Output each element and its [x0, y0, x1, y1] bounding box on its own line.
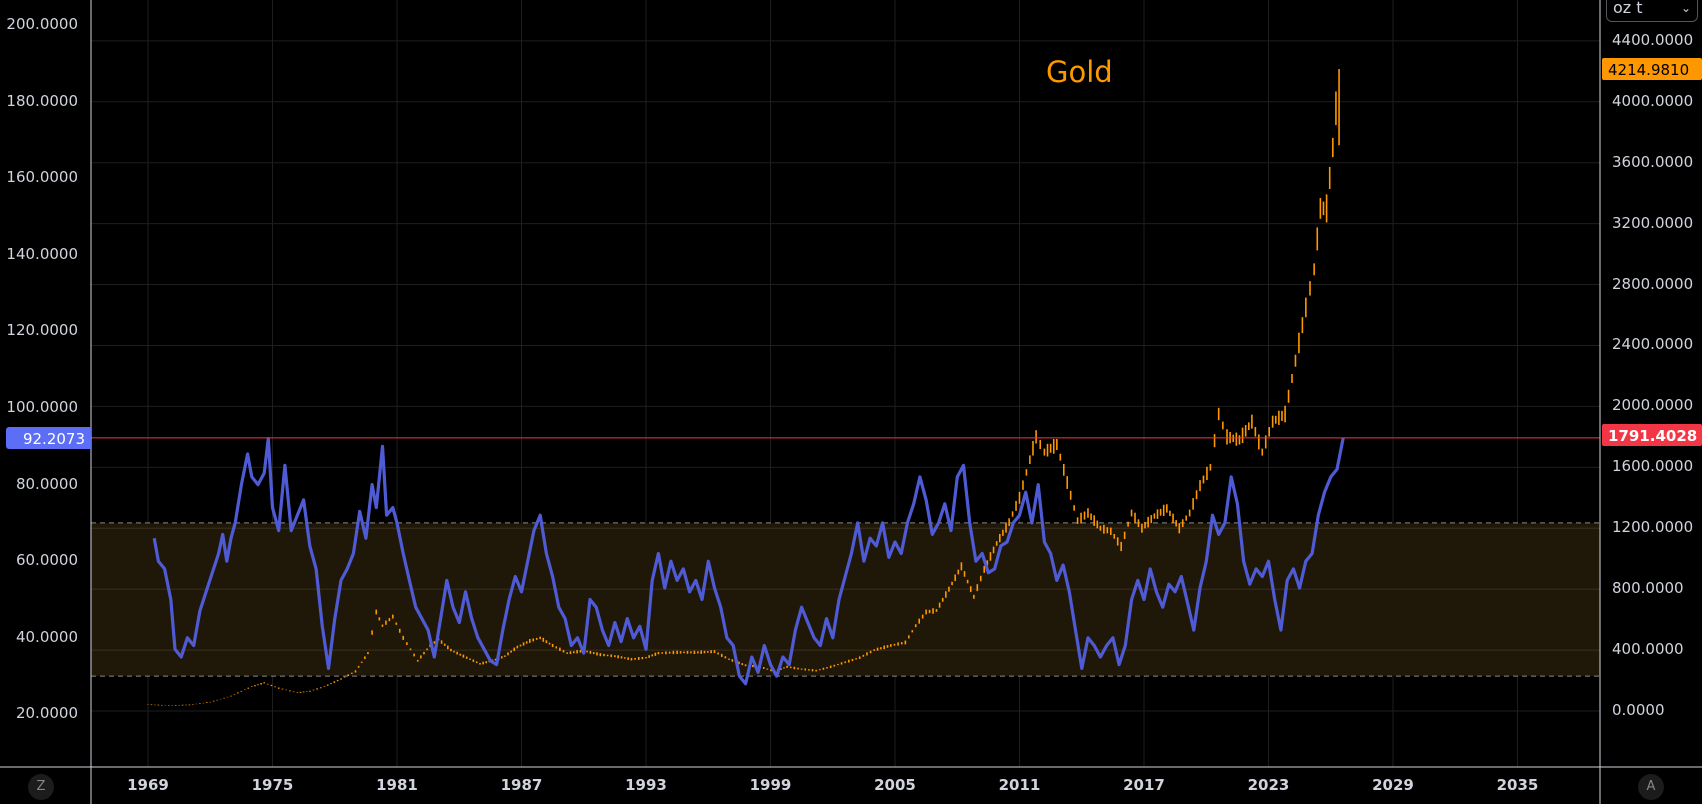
- right-axis-tick: 1600.0000: [1612, 457, 1694, 476]
- left-axis-tick: 120.0000: [6, 321, 78, 340]
- left-axis-tick: 160.0000: [6, 168, 78, 187]
- left-axis-tick: 200.0000: [6, 15, 78, 33]
- left-axis-tick: 100.0000: [6, 398, 78, 416]
- right-axis-tick: 2800.0000: [1612, 274, 1694, 293]
- left-axis-tick: 40.0000: [15, 627, 78, 646]
- right-axis-tick: 800.0000: [1612, 579, 1684, 598]
- time-axis-tick: 1999: [749, 776, 792, 794]
- right-axis-tick: 1200.0000: [1612, 518, 1694, 537]
- right-axis-tick: 4000.0000: [1612, 91, 1694, 110]
- series-title: Gold: [1046, 55, 1113, 89]
- time-axis-tick: 2023: [1247, 776, 1290, 794]
- indicator-series-line: [152, 437, 1345, 686]
- time-axis-tick: 1987: [500, 776, 543, 794]
- time-axis-tick: 2035: [1496, 776, 1539, 794]
- time-axis-tick: 1975: [251, 776, 294, 794]
- left-axis-tick: 180.0000: [6, 91, 78, 110]
- unit-select[interactable]: oz t ⌄: [1606, 0, 1698, 22]
- time-axis-tick: 2005: [874, 776, 916, 794]
- auto-scale-button[interactable]: A: [1638, 774, 1664, 800]
- left-current-value-tag: 92.2073: [6, 427, 91, 449]
- left-axis-tick: 80.0000: [15, 474, 78, 493]
- horizontal-line-price-tag: 1791.4028: [1602, 424, 1702, 446]
- right-axis-tick: 4400.0000: [1612, 30, 1694, 49]
- gold-last-price-tag: 4214.9810: [1602, 58, 1702, 80]
- left-axis-tick: 60.0000: [15, 551, 78, 570]
- left-axis-tick: 20.0000: [15, 704, 78, 723]
- time-axis-tick: 1969: [127, 776, 169, 794]
- time-axis-tick: 2029: [1372, 776, 1414, 794]
- time-axis-tick: 1993: [625, 776, 667, 794]
- right-axis-tick: 2000.0000: [1612, 396, 1694, 415]
- range-band: [91, 522, 1600, 677]
- right-axis-tick: 3600.0000: [1612, 152, 1694, 171]
- right-axis-tick: 0.0000: [1612, 701, 1665, 719]
- chevron-down-icon: ⌄: [1680, 1, 1691, 15]
- unit-select-value: oz t: [1613, 0, 1643, 17]
- right-axis-tick: 2400.0000: [1612, 335, 1694, 354]
- right-axis-tick: 3200.0000: [1612, 213, 1694, 232]
- zoom-reset-button[interactable]: Z: [28, 774, 54, 800]
- right-axis-tick: 400.0000: [1612, 640, 1684, 659]
- left-axis-tick: 140.0000: [6, 244, 78, 263]
- gold-series-bars: [147, 69, 1340, 706]
- time-axis-tick: 2017: [1123, 776, 1165, 794]
- time-axis-tick: 1981: [376, 776, 418, 794]
- time-axis-tick: 2011: [998, 776, 1041, 794]
